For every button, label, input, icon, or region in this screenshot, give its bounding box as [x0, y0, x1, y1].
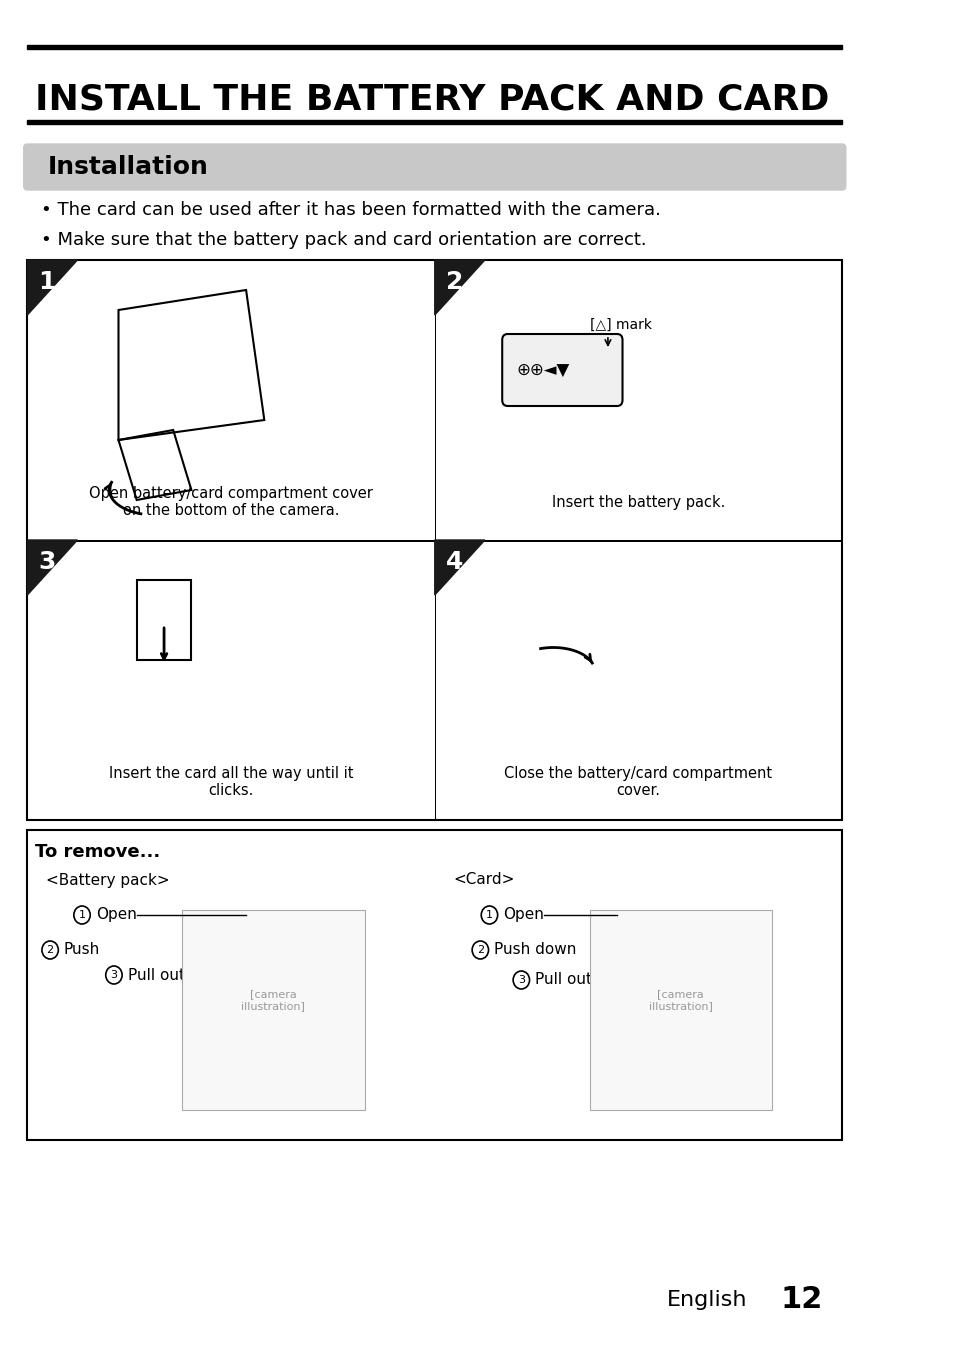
Text: 4: 4 — [445, 550, 462, 574]
Text: <Battery pack>: <Battery pack> — [46, 873, 169, 888]
Polygon shape — [28, 539, 77, 594]
Text: 2: 2 — [445, 270, 462, 295]
FancyBboxPatch shape — [501, 334, 622, 406]
Text: Open battery/card compartment cover
on the bottom of the camera.: Open battery/card compartment cover on t… — [89, 486, 373, 518]
Text: Close the battery/card compartment
cover.: Close the battery/card compartment cover… — [504, 765, 772, 798]
Text: [camera
illustration]: [camera illustration] — [241, 989, 305, 1011]
Text: Insert the battery pack.: Insert the battery pack. — [551, 495, 724, 510]
Text: [camera
illustration]: [camera illustration] — [648, 989, 712, 1011]
Text: 1: 1 — [485, 911, 493, 920]
Text: 1: 1 — [78, 911, 86, 920]
Text: • The card can be used after it has been formatted with the camera.: • The card can be used after it has been… — [41, 200, 660, 219]
Text: Pull out: Pull out — [535, 972, 592, 987]
Bar — [28, 120, 841, 124]
Text: 3: 3 — [111, 970, 117, 981]
Text: Push down: Push down — [494, 943, 576, 958]
Polygon shape — [435, 539, 484, 594]
Bar — [589, 911, 771, 1110]
Polygon shape — [28, 260, 77, 315]
Text: English: English — [666, 1290, 746, 1310]
Bar — [28, 260, 841, 820]
Text: [△] mark: [△] mark — [589, 317, 651, 332]
Text: Push: Push — [64, 943, 100, 958]
Text: To remove...: To remove... — [34, 843, 160, 861]
Text: 3: 3 — [38, 550, 55, 574]
Text: 3: 3 — [517, 975, 524, 985]
Text: 12: 12 — [781, 1286, 822, 1314]
Text: 1: 1 — [38, 270, 55, 295]
Bar — [182, 911, 364, 1110]
Polygon shape — [435, 260, 484, 315]
Bar — [435, 260, 436, 820]
Text: <Card>: <Card> — [453, 873, 514, 888]
Text: 2: 2 — [47, 946, 53, 955]
FancyBboxPatch shape — [24, 144, 845, 190]
Bar — [28, 830, 841, 1141]
Bar — [28, 539, 841, 542]
Text: ⊕⊕◄▼: ⊕⊕◄▼ — [517, 360, 570, 379]
Text: Installation: Installation — [48, 155, 208, 179]
Text: Insert the card all the way until it
clicks.: Insert the card all the way until it cli… — [109, 765, 353, 798]
Bar — [28, 44, 841, 48]
Text: Open: Open — [502, 908, 543, 923]
Text: Open: Open — [95, 908, 136, 923]
Text: Pull out: Pull out — [128, 967, 185, 982]
Text: • Make sure that the battery pack and card orientation are correct.: • Make sure that the battery pack and ca… — [41, 231, 646, 249]
Text: 2: 2 — [476, 946, 483, 955]
Text: INSTALL THE BATTERY PACK AND CARD: INSTALL THE BATTERY PACK AND CARD — [34, 83, 828, 117]
